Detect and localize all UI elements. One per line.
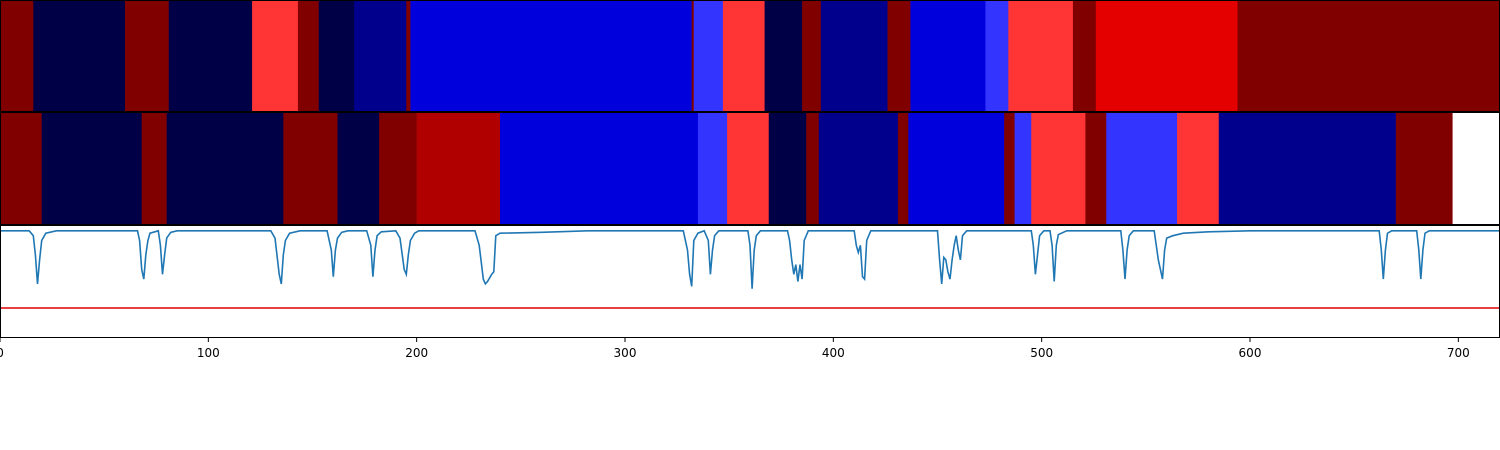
row-2-segment xyxy=(1177,112,1220,225)
x-tick-label: 0 xyxy=(0,346,4,360)
row-1-segment xyxy=(406,0,411,112)
row-2-segment xyxy=(818,112,899,225)
row-1-segment xyxy=(1237,0,1500,112)
row-2-segment xyxy=(727,112,770,225)
row-1-segment xyxy=(125,0,170,112)
row-2-segment xyxy=(897,112,909,225)
row-2-segment xyxy=(1085,112,1107,225)
row-1-segment xyxy=(297,0,320,112)
row-1-segment xyxy=(764,0,803,112)
x-tick-label: 700 xyxy=(1447,346,1470,360)
row-2-segment xyxy=(283,112,338,225)
row-2-segment xyxy=(1004,112,1016,225)
row-2-segment xyxy=(0,112,43,225)
heatmap-row-2 xyxy=(0,112,1453,225)
row-1-segment xyxy=(802,0,822,112)
row-1-segment xyxy=(1008,0,1074,112)
row-1-segment xyxy=(722,0,766,112)
row-2-segment xyxy=(768,112,807,225)
x-tick-label: 400 xyxy=(822,346,845,360)
row-2-segment xyxy=(337,112,380,225)
heatmap-row-1 xyxy=(0,0,1500,112)
row-2-segment xyxy=(1106,112,1178,225)
x-tick-label: 200 xyxy=(405,346,428,360)
row-2-segment xyxy=(1014,112,1032,225)
x-tick-label: 600 xyxy=(1239,346,1262,360)
row-1-segment xyxy=(0,0,34,112)
row-1-segment xyxy=(910,0,986,112)
row-1-segment xyxy=(354,0,407,112)
line-panel xyxy=(0,225,1500,338)
row-2-segment xyxy=(166,112,284,225)
row-1-segment xyxy=(252,0,299,112)
row-2-segment xyxy=(141,112,168,225)
row-2-segment xyxy=(1395,112,1453,225)
row-1-segment xyxy=(691,0,695,112)
row-1-segment xyxy=(168,0,253,112)
row-2-segment xyxy=(1031,112,1086,225)
x-axis: 0 100 200 300 400 500 600 700 xyxy=(0,338,1470,360)
row-1-segment xyxy=(1072,0,1097,112)
row-1-segment xyxy=(410,0,693,112)
row-1-segment xyxy=(985,0,1009,112)
row-1-segment xyxy=(33,0,126,112)
series-line xyxy=(0,229,1500,289)
x-tick-label: 500 xyxy=(1030,346,1053,360)
row-2-segment xyxy=(806,112,820,225)
row-2-segment xyxy=(908,112,1005,225)
x-tick-label: 100 xyxy=(197,346,220,360)
row-1-segment xyxy=(887,0,911,112)
row-2-segment xyxy=(697,112,728,225)
row-2-segment xyxy=(41,112,143,225)
row-2-segment xyxy=(379,112,418,225)
row-2-segment xyxy=(416,112,501,225)
x-tick-label: 300 xyxy=(614,346,637,360)
row-2-segment xyxy=(1218,112,1397,225)
row-1-segment xyxy=(1095,0,1238,112)
row-1-segment xyxy=(318,0,355,112)
row-2-segment xyxy=(500,112,699,225)
row-1-segment xyxy=(820,0,888,112)
row-1-segment xyxy=(693,0,724,112)
